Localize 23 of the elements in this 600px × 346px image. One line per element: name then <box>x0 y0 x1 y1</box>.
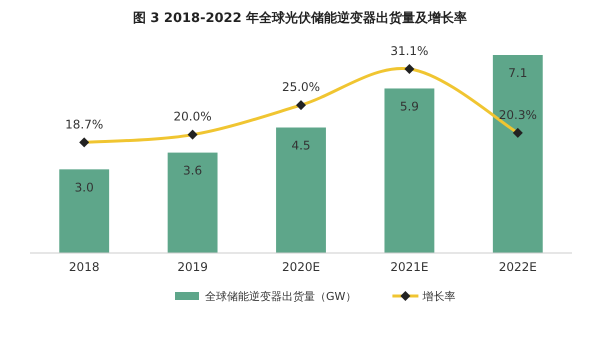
bar <box>384 88 434 253</box>
data-label: 3.6 <box>183 164 202 178</box>
chart-title: 图 3 2018-2022 年全球光伏储能逆变器出货量及增长率 <box>132 10 468 26</box>
data-label: 4.5 <box>291 138 311 153</box>
bar <box>276 128 326 253</box>
data-label: 7.1 <box>508 66 528 80</box>
data-label: 20.3% <box>498 108 537 122</box>
x-tick-label: 2018 <box>68 260 100 274</box>
bar <box>492 55 543 253</box>
legend-label: 增长率 <box>421 290 456 303</box>
legend-label: 全球储能逆变器出货量（GW） <box>205 290 356 303</box>
x-tick-label: 2022E <box>498 260 537 274</box>
x-tick-label: 2021E <box>390 260 428 274</box>
bar <box>168 152 218 253</box>
bar <box>59 169 110 253</box>
data-label: 3.0 <box>74 180 94 194</box>
x-tick-label: 2019 <box>177 260 208 274</box>
data-label: 25.0% <box>282 80 320 94</box>
data-label: 5.9 <box>400 99 419 114</box>
data-label: 18.7% <box>65 117 104 132</box>
x-tick-label: 2020E <box>282 260 320 274</box>
data-label: 31.1% <box>390 44 428 58</box>
data-label: 20.0% <box>174 110 212 124</box>
